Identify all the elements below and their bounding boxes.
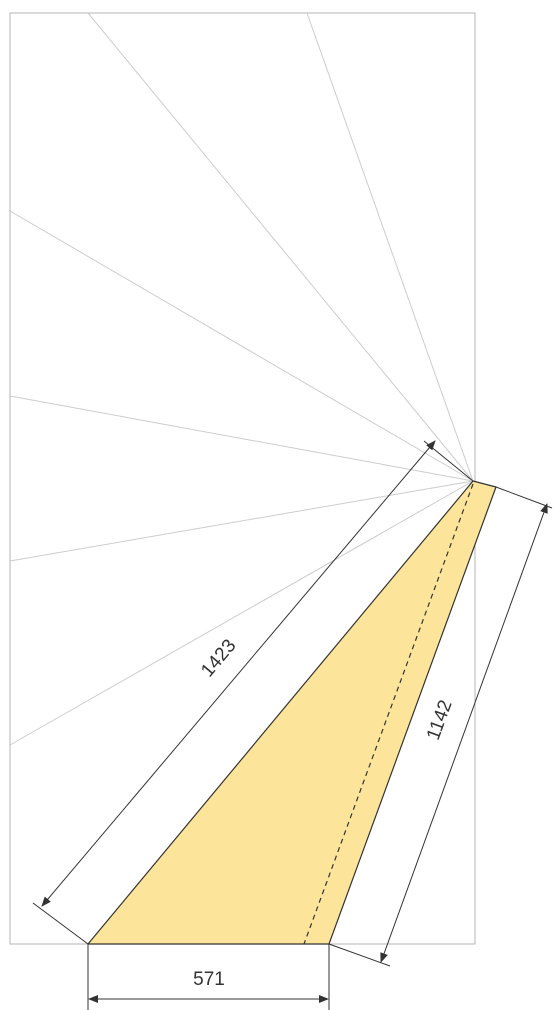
extension-line-top-right xyxy=(495,486,553,509)
ray-3 xyxy=(9,210,474,482)
label-1423: 1423 xyxy=(197,636,240,682)
dimension-line-1423 xyxy=(41,440,436,907)
label-1142: 1142 xyxy=(423,697,457,743)
dimension-base: 571 xyxy=(87,944,330,1010)
label-571: 571 xyxy=(193,969,225,990)
ray-1 xyxy=(306,12,474,482)
ray-4 xyxy=(9,395,474,482)
extension-line-bottom-left xyxy=(32,902,89,945)
dimension-line-1142 xyxy=(380,503,548,963)
extension-line-bottom-right xyxy=(328,943,391,967)
ray-2 xyxy=(87,12,474,482)
